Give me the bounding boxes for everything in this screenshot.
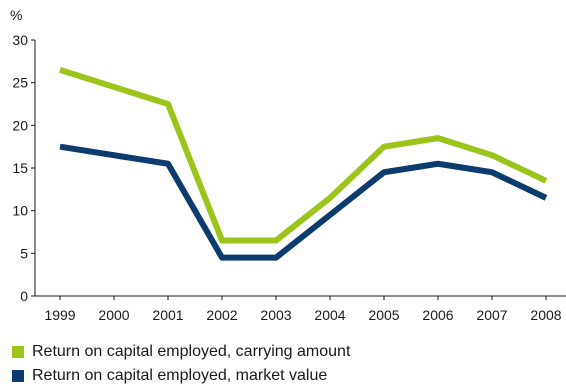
y-tick-labels: 0 5 10 15 20 25 30 [12, 32, 35, 304]
legend-swatch-carrying-amount [12, 346, 24, 358]
x-tick-label: 2000 [98, 307, 129, 323]
y-tick-label: 15 [12, 160, 28, 176]
x-tick-label: 2003 [260, 307, 291, 323]
x-tick-label: 2006 [422, 307, 453, 323]
y-tick-label: 30 [12, 32, 28, 48]
line-chart: % 0 5 10 15 20 25 30 1999 2000 2001 2002 2003 2004 2… [10, 7, 566, 323]
x-tick-labels: 1999 2000 2001 2002 2003 2004 2005 2006 2007 2008 [44, 296, 562, 323]
x-tick-label: 2002 [206, 307, 237, 323]
legend-label-market-value: Return on capital employed, market value [32, 367, 328, 384]
series-line-0 [59, 67, 548, 244]
x-tick-label: 2004 [314, 307, 345, 323]
axes [34, 40, 566, 297]
x-tick-label: 2001 [152, 307, 183, 323]
x-tick-label: 2007 [476, 307, 507, 323]
y-tick-label: 20 [12, 117, 28, 133]
legend-label-carrying-amount: Return on capital employed, carrying amo… [32, 343, 351, 360]
legend-item-carrying-amount: Return on capital employed, carrying amo… [12, 340, 350, 364]
y-tick-label: 10 [12, 203, 28, 219]
y-axis-label: % [10, 7, 22, 23]
y-tick-label: 0 [20, 288, 28, 304]
legend: Return on capital employed, carrying amo… [12, 340, 350, 388]
x-tick-label: 1999 [44, 307, 75, 323]
x-tick-label: 2005 [368, 307, 399, 323]
series-line-1 [59, 143, 548, 261]
legend-item-market-value: Return on capital employed, market value [12, 364, 350, 388]
y-tick-label: 5 [20, 245, 28, 261]
x-tick-label: 2008 [530, 307, 561, 323]
legend-swatch-market-value [12, 370, 24, 382]
series-lines [59, 67, 548, 261]
y-tick-label: 25 [12, 75, 28, 91]
